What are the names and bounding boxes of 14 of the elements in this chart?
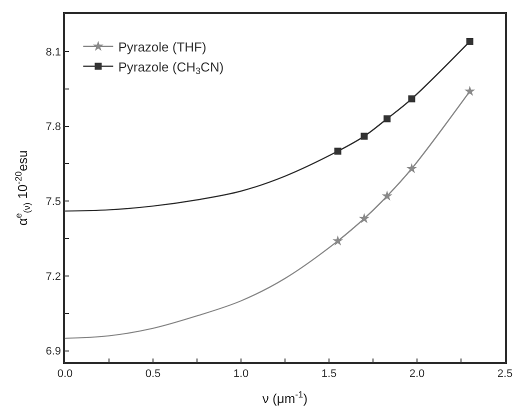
y-tick-label: 7.2 xyxy=(46,270,62,283)
x-axis-title: ν (μm$^{-1}$) xyxy=(262,390,308,406)
x-tick-label: 0.5 xyxy=(145,368,161,380)
x-tick-label: 0.0 xyxy=(57,368,73,380)
legend-label: Pyrazole (CH$_{3}$CN) xyxy=(118,59,224,76)
x-tick-label: 1.5 xyxy=(321,368,337,380)
x-tick-label: 2.5 xyxy=(497,368,513,380)
y-tick-label: 6.9 xyxy=(46,346,62,358)
legend-label: Pyrazole (THF) xyxy=(118,39,206,54)
x-tick-label: 2.0 xyxy=(409,368,425,380)
y-tick-label: 8.1 xyxy=(46,46,62,58)
y-tick-label: 7.5 xyxy=(46,196,62,208)
x-tick-label: 1.0 xyxy=(233,368,249,380)
y-tick-label: 7.8 xyxy=(46,121,62,134)
